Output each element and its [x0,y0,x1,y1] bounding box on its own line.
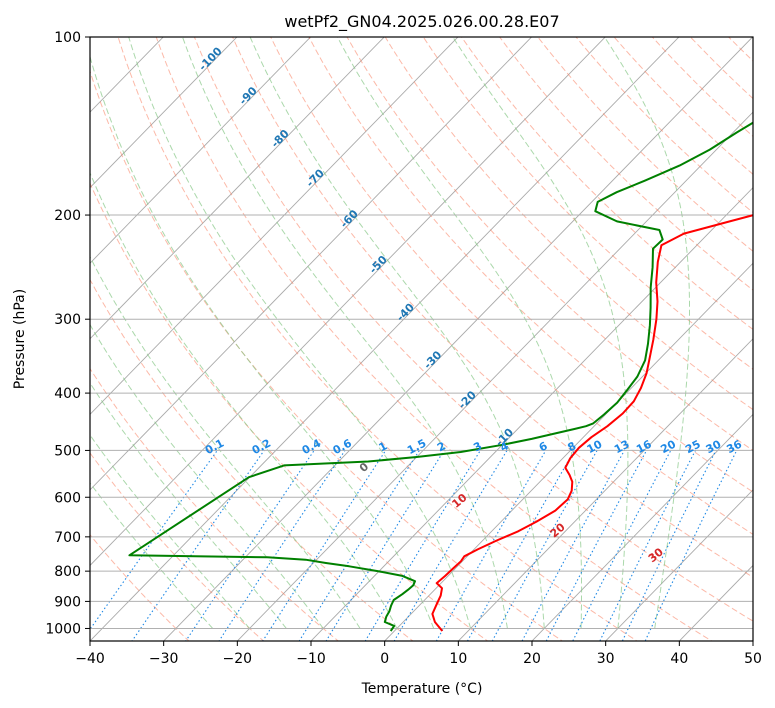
y-tick-label: 500 [54,443,81,459]
y-tick-label: 600 [54,490,81,506]
mixing-ratio-line [521,450,625,641]
mixing-ratio-line [185,450,315,641]
dry-adiabat-line [90,452,265,641]
moist-adiabat-line [128,37,472,629]
mixing-ratio-line [90,450,218,631]
temperature-profile-line [431,214,753,632]
dry-adiabat-line [117,37,638,641]
y-tick-label: 300 [54,312,81,328]
x-tick-label: 20 [523,651,541,667]
y-tick-label: 200 [54,208,81,224]
isotherm-line [605,489,753,641]
dewpoint-profile-line [128,121,753,632]
x-tick-label: 30 [597,651,615,667]
isotherm-line [90,37,312,264]
isotherm-line [90,37,606,567]
isotherm-line [90,37,385,340]
mixing-ratio-line [298,450,420,641]
mixing-ratio-line [325,450,445,641]
dry-adiabat-line [460,37,753,331]
mixing-ratio-label: 25 [683,438,703,457]
dry-adiabat-line [308,37,753,493]
isotherm-line [90,37,680,641]
dry-adiabat-line [232,37,753,578]
isotherm-line [384,262,753,641]
profile-lines [128,121,753,632]
dry-adiabat-line [422,37,753,370]
isotherm-line [90,37,238,189]
moist-adiabat-line [90,434,250,629]
moist-adiabat-line [249,37,545,629]
isotherm-line [90,37,459,415]
moist-adiabat-line [336,37,583,629]
mixing-ratio-line [435,450,547,641]
mixing-ratio-label: 16 [634,437,654,456]
isotherm-line [236,111,753,641]
x-tick-label: −30 [149,651,179,667]
y-tick-label: 800 [54,564,81,580]
mixing-ratio-line [393,450,508,641]
moist-adiabat-line [90,255,361,629]
moist-adiabat-line [452,37,629,629]
mixing-ratio-line [218,450,346,641]
isotherm-line [90,37,533,491]
y-tick-label: 700 [54,530,81,546]
isotherm-line [163,37,753,641]
y-tick-label: 900 [54,594,81,610]
mixing-ratio-line [262,450,387,641]
moist-adiabat-line [90,171,398,629]
isotherm-line [457,338,753,641]
mixing-ratio-label: 36 [724,437,744,456]
x-tick-label: −40 [75,651,105,667]
mixing-ratio-label: 30 [704,437,724,456]
x-tick-label: 10 [449,651,467,667]
mixing-ratio-line [364,450,481,641]
y-tick-label: 100 [54,30,81,46]
mixing-ratio-line [621,450,717,641]
mixing-ratio-line [131,450,265,641]
x-tick-label: −10 [296,651,326,667]
moist-adiabat-line [90,482,214,629]
moist-adiabat-line [90,382,287,629]
mixing-ratio-line [644,450,738,641]
x-tick-label: 0 [380,651,389,667]
background-reference-lines [90,37,753,641]
plot-frame [89,36,754,642]
mixing-ratio-label: 13 [612,438,632,457]
y-tick-label: 400 [54,386,81,402]
mixing-ratio-label: 20 [658,437,678,456]
dry-adiabat-line [90,181,489,641]
y-axis-ticks: 100 200 300 400 500 600 700 800 900 1000 [45,30,90,637]
dry-adiabat-line [498,37,753,291]
dry-adiabat-line [155,37,713,641]
dry-adiabat-line [346,37,753,452]
moist-adiabat-line [604,37,690,629]
mixing-ratio-line [599,450,696,641]
x-tick-label: −20 [223,651,253,667]
x-axis-ticks: −40 −30 −20 −10 0 10 20 30 40 50 [75,641,762,667]
dry-adiabat-line [90,278,414,641]
mixing-ratio-label: 10 [585,437,605,456]
x-axis-label: Temperature (°C) [361,681,483,697]
chart-title: wetPf2_GN04.2025.026.00.28.E07 [284,12,559,32]
dry-adiabat-line [90,367,340,641]
dry-adiabat-line [193,37,753,622]
x-tick-label: 40 [670,651,688,667]
y-tick-label: 1000 [45,621,81,637]
isotherm-line [310,187,753,641]
y-axis-label: Pressure (hPa) [12,289,28,389]
moist-adiabat-line [90,323,324,629]
moist-adiabat-line [90,54,435,629]
dry-adiabat-line [90,69,564,641]
x-tick-label: 50 [744,651,762,667]
